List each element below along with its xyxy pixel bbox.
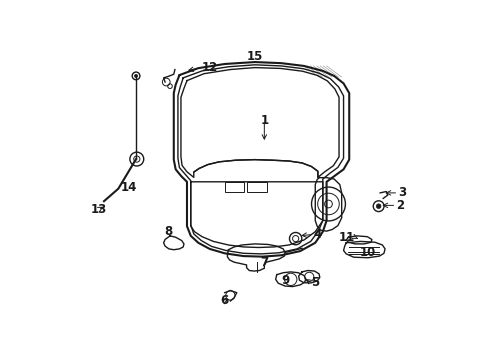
Text: 13: 13 xyxy=(90,203,106,216)
Bar xyxy=(225,183,245,192)
Bar xyxy=(247,183,267,192)
Text: 3: 3 xyxy=(398,186,406,199)
Text: 8: 8 xyxy=(164,225,172,238)
Text: 2: 2 xyxy=(396,199,405,212)
Circle shape xyxy=(135,75,138,77)
Text: 15: 15 xyxy=(246,50,263,63)
Circle shape xyxy=(376,204,381,208)
Text: 10: 10 xyxy=(360,246,376,259)
Text: 12: 12 xyxy=(202,61,219,74)
Text: 4: 4 xyxy=(314,228,321,241)
Text: 7: 7 xyxy=(260,256,269,269)
Text: 6: 6 xyxy=(220,294,229,307)
Text: 11: 11 xyxy=(339,231,355,244)
Text: 9: 9 xyxy=(281,274,289,287)
Text: 5: 5 xyxy=(312,276,320,289)
Text: 14: 14 xyxy=(121,181,137,194)
Text: 1: 1 xyxy=(260,114,269,127)
